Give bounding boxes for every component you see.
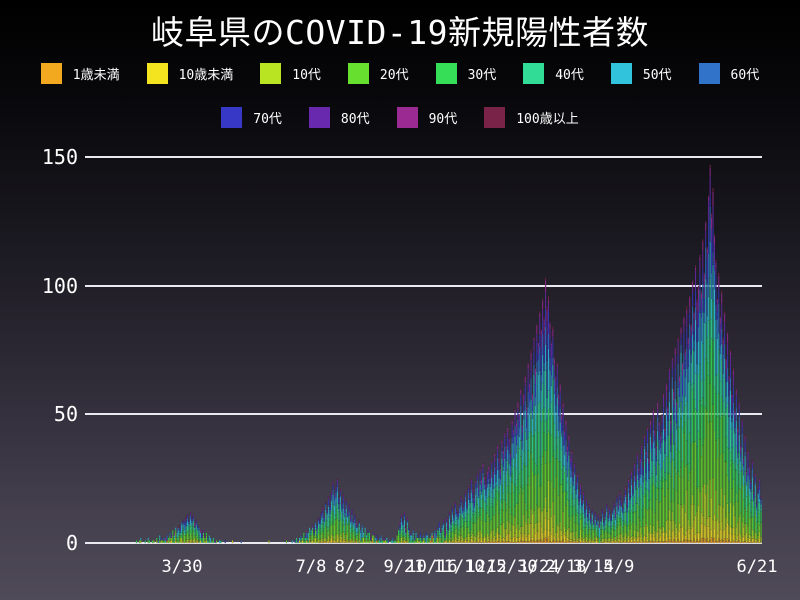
gridline-100 xyxy=(85,284,762,287)
legend-label: 60代 xyxy=(730,68,760,83)
x-axis-tick-1-24: 1/24 xyxy=(518,557,560,577)
gridline-150 xyxy=(85,156,762,158)
x-axis-tick-11-10: 11/10 xyxy=(433,557,485,577)
legend-label: 40代 xyxy=(555,68,584,83)
legend-item-0: 1歳未満 xyxy=(40,63,120,84)
x-axis-tick-2-18: 2/18 xyxy=(545,557,587,577)
x-axis-tick-9-21: 9/21 xyxy=(383,557,425,577)
legend-row-2: 70代 80代 90代 100歳以上 xyxy=(0,107,800,128)
legend-label: 80代 xyxy=(340,112,370,127)
legend-label: 50代 xyxy=(642,68,672,83)
legend-swatch xyxy=(308,107,330,128)
x-axis-tick-12-30: 12/30 xyxy=(486,557,538,577)
legend-label: 1歳未満 xyxy=(72,68,120,83)
legend-label: 10歳未満 xyxy=(178,68,234,83)
x-axis-tick-7-8: 7/8 xyxy=(295,557,327,577)
legend-label: 20代 xyxy=(379,68,409,83)
legend-item-5: 40代 xyxy=(523,63,584,84)
legend-item-10: 90代 xyxy=(396,107,458,128)
legend-label: 100歳以上 xyxy=(516,112,579,127)
legend-swatch xyxy=(484,107,506,128)
legend-swatch xyxy=(221,107,243,128)
legend-swatch xyxy=(698,63,720,84)
legend-swatch xyxy=(146,63,168,84)
x-axis-tick-4-9: 4/9 xyxy=(603,557,635,577)
x-axis-tick-3-30: 3/30 xyxy=(161,557,203,577)
x-axis-tick-3-15: 3/15 xyxy=(572,557,614,577)
legend-item-11: 100歳以上 xyxy=(484,107,579,128)
legend-label: 70代 xyxy=(253,112,282,127)
legend-item-6: 50代 xyxy=(610,63,672,84)
legend-item-3: 20代 xyxy=(347,63,409,84)
y-axis-tick-150: 150 xyxy=(41,145,78,169)
legend-swatch xyxy=(396,107,418,128)
legend-row-1: 1歳未満 10歳未満 10代 20代 30代 40代 50代 60代 xyxy=(0,63,800,84)
legend-label: 30代 xyxy=(467,68,497,83)
y-axis-tick-0: 0 xyxy=(65,531,78,555)
legend-swatch xyxy=(610,63,632,84)
legend-item-2: 10代 xyxy=(260,63,321,84)
legend-item-7: 60代 xyxy=(698,63,760,84)
gridline-50 xyxy=(85,413,762,416)
legend-swatch xyxy=(523,63,545,84)
legend-swatch xyxy=(435,63,457,84)
stacked-bars xyxy=(135,164,762,544)
y-axis-tick-100: 100 xyxy=(41,273,78,298)
legend-item-9: 80代 xyxy=(308,107,370,128)
y-axis-tick-50: 50 xyxy=(53,402,78,427)
legend-swatch xyxy=(260,63,282,84)
legend-item-8: 70代 xyxy=(221,107,282,128)
x-axis-tick-8-2: 8/2 xyxy=(334,557,366,577)
legend-swatch xyxy=(40,63,62,84)
x-axis-tick-10-16: 10/16 xyxy=(406,557,458,577)
legend-item-1: 10歳未満 xyxy=(146,63,234,84)
chart-title: 岐阜県のCOVID-19新規陽性者数 xyxy=(151,13,649,52)
legend-label: 90代 xyxy=(428,112,458,127)
legend-item-4: 30代 xyxy=(435,63,497,84)
x-axis-tick-6-21: 6/21 xyxy=(736,557,778,577)
x-axis-tick-12-5: 12/5 xyxy=(465,557,507,577)
legend-swatch xyxy=(347,63,369,84)
legend-label: 10代 xyxy=(292,68,321,83)
